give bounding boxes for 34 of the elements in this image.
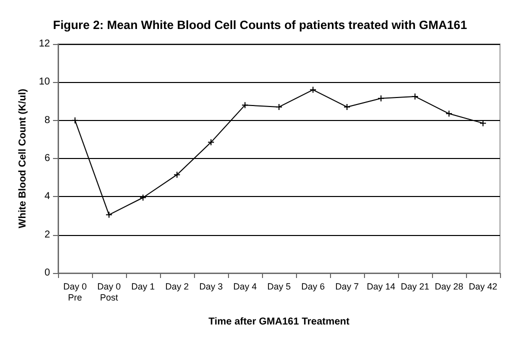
point: [344, 103, 350, 110]
y-tick-label: 2: [44, 229, 50, 240]
point: [106, 211, 112, 218]
point: [276, 103, 282, 110]
y-tick-label: 4: [44, 191, 50, 202]
x-tick-label: Day 14: [366, 282, 396, 292]
x-tick-label: Day 3: [199, 282, 223, 292]
x-tick-label: Day 4: [233, 282, 257, 292]
point: [140, 194, 146, 202]
x-axis-title: Time after GMA161 Treatment: [208, 316, 350, 328]
x-tick-label: Day 6: [301, 282, 325, 292]
x-tick-label: Day 2: [165, 282, 189, 292]
x-tick-label: Day 21: [400, 282, 430, 292]
x-tick-label: Day 0 Post: [97, 282, 121, 302]
x-tick-label: Day 28: [434, 282, 464, 292]
y-tick-label: 8: [44, 114, 50, 126]
point: [242, 102, 248, 109]
y-tick-label: 12: [38, 38, 50, 50]
x-tick-label: Day 7: [335, 282, 359, 292]
y-tick-label: 0: [44, 268, 50, 278]
point: [174, 171, 180, 178]
point: [310, 86, 316, 94]
y-axis-title: White Blood Cell Count (K/ul): [17, 88, 28, 228]
y-tick-label: 10: [38, 76, 50, 88]
x-tick-label: Day 5: [267, 282, 291, 292]
point: [446, 110, 452, 118]
y-tick-label: 6: [44, 153, 50, 164]
chart-title: Figure 2: Mean White Blood Cell Counts of patients treated with GMA161: [52, 18, 468, 32]
x-tick-label: Day 0 Pre: [63, 282, 87, 302]
x-tick-label: Day 42: [468, 282, 498, 292]
point: [378, 94, 384, 102]
x-tick-label: Day 1: [131, 282, 155, 292]
point: [208, 138, 214, 146]
point: [412, 92, 418, 100]
